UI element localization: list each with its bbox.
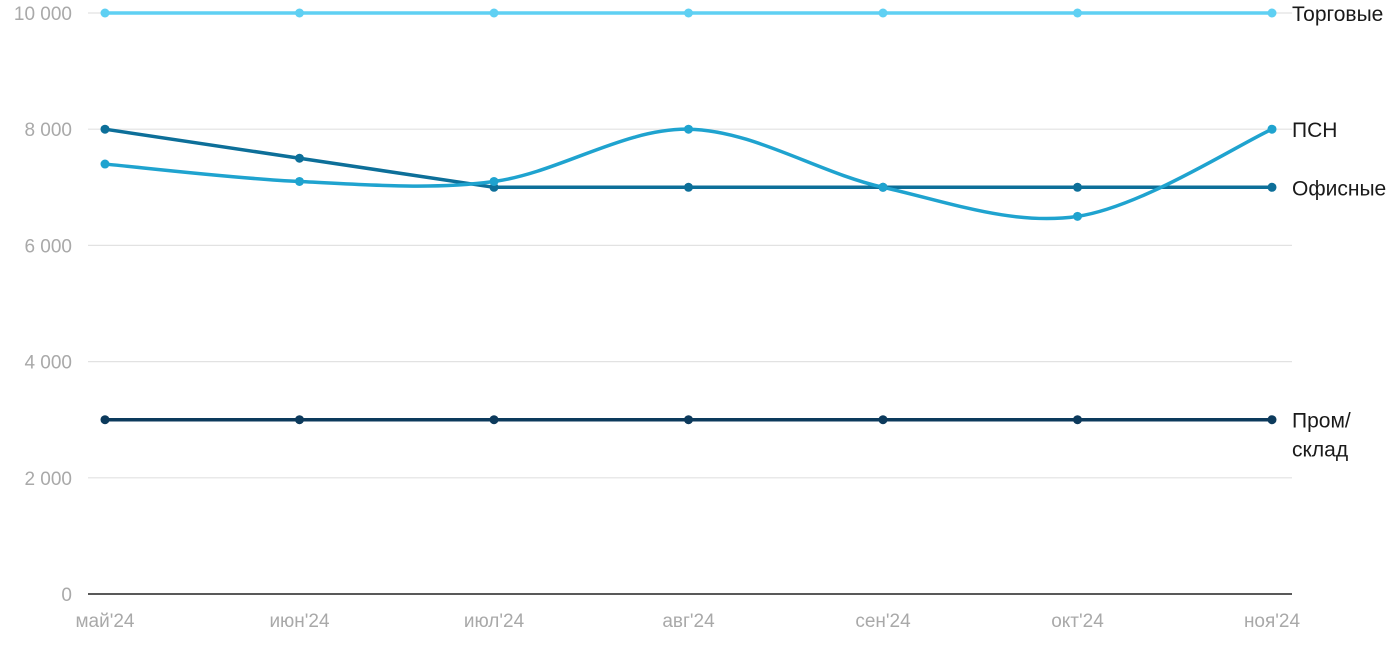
data-point [684, 415, 693, 425]
data-point [489, 415, 499, 425]
grid-lines [88, 12, 1292, 595]
data-point [878, 182, 888, 192]
x-tick-label: ноя'24 [1244, 611, 1301, 632]
y-axis-ticks: 0 2 000 4 000 6 000 8 000 10 000 [14, 4, 72, 606]
x-tick-label: июл'24 [464, 611, 525, 632]
x-tick-label: сен'24 [855, 611, 911, 632]
y-tick-label: 6 000 [24, 236, 72, 257]
data-point [1073, 182, 1082, 192]
series-line [103, 127, 1274, 221]
data-point [100, 124, 110, 134]
data-point [1267, 8, 1277, 18]
data-point [878, 8, 888, 18]
x-tick-label: авг'24 [662, 611, 715, 632]
series-label: Пром/ [1292, 410, 1351, 433]
x-axis-ticks: май'24 июн'24 июл'24 авг'24 сен'24 окт'24 ноя'… [75, 611, 1300, 632]
data-point [295, 153, 304, 163]
data-point [1073, 211, 1082, 221]
series-points [100, 8, 1277, 425]
data-point [684, 124, 693, 134]
data-point [1267, 415, 1277, 425]
series-lines [103, 11, 1274, 422]
series-labels: Торговые ПСН Офисные Пром/склад [1292, 3, 1386, 462]
series-label: ПСН [1292, 119, 1337, 142]
data-point [295, 415, 304, 425]
y-tick-label: 4 000 [24, 353, 72, 374]
data-point [1267, 182, 1277, 192]
data-point [684, 182, 693, 192]
series-label: склад [1292, 439, 1348, 462]
data-point [1073, 415, 1082, 425]
series-label: Офисные [1292, 177, 1386, 200]
data-point [1267, 124, 1277, 134]
series-line [103, 127, 1274, 190]
y-tick-label: 2 000 [24, 469, 72, 490]
data-point [1073, 8, 1082, 18]
data-point [489, 176, 499, 186]
data-point [100, 159, 110, 169]
data-point [100, 8, 110, 18]
x-tick-label: май'24 [75, 611, 134, 632]
data-point [100, 415, 110, 425]
data-point [295, 176, 304, 186]
data-point [684, 8, 693, 18]
series-label: Торговые [1292, 3, 1383, 26]
data-point [489, 8, 499, 18]
x-tick-label: июн'24 [269, 611, 330, 632]
data-point [878, 415, 888, 425]
data-point [295, 8, 304, 18]
y-tick-label: 0 [61, 585, 72, 606]
x-tick-label: окт'24 [1051, 611, 1104, 632]
y-tick-label: 8 000 [24, 120, 72, 141]
y-tick-label: 10 000 [14, 4, 72, 25]
